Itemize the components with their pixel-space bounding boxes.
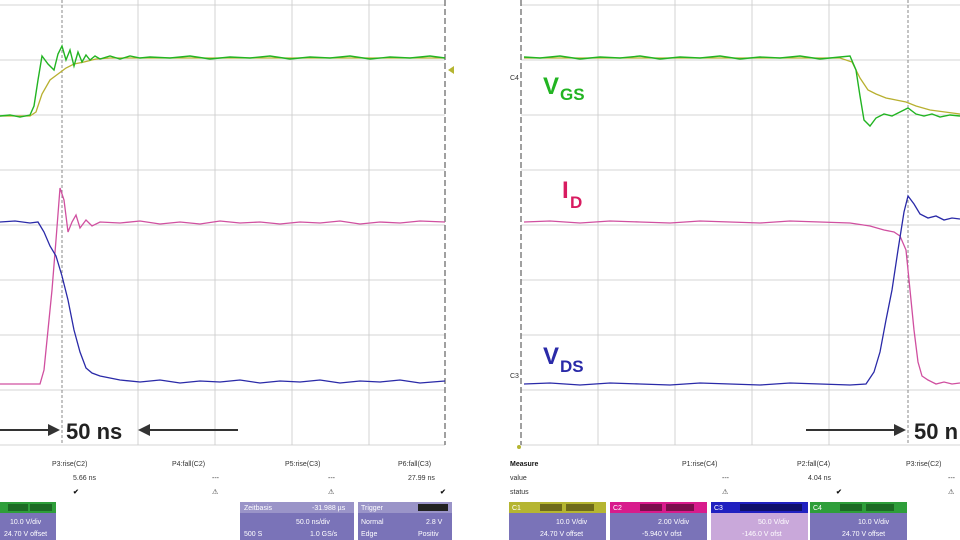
svg-text:C3: C3 <box>714 505 723 512</box>
left-channel-box[interactable]: 10.0 V/div 24.70 V offset <box>0 502 56 540</box>
svg-text:C2: C2 <box>613 505 622 512</box>
channel-line1: 2.00 V/div <box>658 519 690 526</box>
vds-label: V DS <box>543 343 584 376</box>
left-arrow-in-head <box>48 424 60 436</box>
right-param-value: 4.04 ns <box>808 475 831 482</box>
timebase-div: 50.0 ns/div <box>296 519 330 526</box>
id-label: I D <box>562 177 582 212</box>
check-icon: ✔ <box>440 489 446 496</box>
left-param-value: 5.66 ns <box>73 475 96 482</box>
right-vds-trace <box>523 194 960 386</box>
channel-box-c1[interactable]: C1 10.0 V/div 24.70 V offset <box>509 502 606 540</box>
left-param-name: P5:rise(C3) <box>285 461 320 468</box>
timebase-box[interactable]: Zeitbasis -31.988 µs 50.0 ns/div 500 S 1… <box>240 502 354 540</box>
right-param-name: P2:fall(C4) <box>797 461 830 468</box>
left-time-label: 50 ns <box>66 419 122 444</box>
right-id-trace <box>523 220 960 385</box>
right-arrow-in-head <box>894 424 906 436</box>
right-time-label: 50 n <box>914 419 958 444</box>
right-c1-trace <box>524 57 960 115</box>
svg-text:I: I <box>562 177 569 204</box>
left-param-name: P3:rise(C2) <box>52 461 87 468</box>
right-param-name: P3:rise(C2) <box>906 461 941 468</box>
channel-line2: -146.0 V ofst <box>742 531 782 538</box>
left-c1-trace <box>0 57 445 117</box>
left-param-name: P6:fall(C3) <box>398 461 431 468</box>
channel-box-c3[interactable]: C3 50.0 V/div -146.0 V ofst <box>711 502 808 540</box>
svg-text:C1: C1 <box>512 505 521 512</box>
trigger-mode: Normal <box>361 519 384 526</box>
svg-text:V: V <box>543 73 559 100</box>
channel-line2: 24.70 V offset <box>4 531 47 538</box>
timebase-delay: -31.988 µs <box>312 505 346 512</box>
channel-line2: -5.940 V ofst <box>642 531 682 538</box>
svg-text:GS: GS <box>560 85 585 104</box>
check-icon: ✔ <box>73 489 79 496</box>
channel-line2: 24.70 V offset <box>842 531 885 538</box>
left-param-value: --- <box>328 475 336 482</box>
trigger-title: Trigger <box>361 505 384 512</box>
left-measure-table: P3:rise(C2) 5.66 ns ✔ P4:fall(C2) --- ⚠ … <box>52 461 446 496</box>
measure-row-value: value <box>510 475 527 482</box>
trigger-level-marker <box>448 66 454 74</box>
measure-row-status: status <box>510 489 529 496</box>
warning-icon: ⚠ <box>722 488 728 496</box>
trigger-box[interactable]: Trigger Normal 2.8 V Edge Positiv <box>358 502 452 540</box>
channel-line2: 24.70 V offset <box>540 531 583 538</box>
channel-line1: 50.0 V/div <box>758 519 790 526</box>
trigger-type: Edge <box>361 531 377 538</box>
trigger-slope: Positiv <box>418 531 439 538</box>
left-id-trace <box>0 187 446 385</box>
c3-marker: C3 <box>510 373 519 380</box>
vgs-label: V GS <box>543 73 585 104</box>
right-param-name: P1:rise(C4) <box>682 461 717 468</box>
warning-icon: ⚠ <box>212 488 218 496</box>
channel-line1: 10.0 V/div <box>556 519 588 526</box>
svg-text:C4: C4 <box>813 505 822 512</box>
measure-title: Measure <box>510 461 539 468</box>
right-measure-table: Measure value status P1:rise(C4) --- ⚠ P… <box>510 461 956 496</box>
left-param-name: P4:fall(C2) <box>172 461 205 468</box>
right-origin-dot <box>517 445 521 449</box>
left-param-value: --- <box>212 475 220 482</box>
warning-icon: ⚠ <box>328 488 334 496</box>
right-vgs-trace <box>523 55 960 128</box>
right-param-value: --- <box>948 475 956 482</box>
left-vgs-trace <box>0 44 446 118</box>
timebase-title: Zeitbasis <box>244 505 273 512</box>
svg-text:D: D <box>570 193 582 212</box>
c4-marker: C4 <box>510 75 519 82</box>
right-param-value: --- <box>722 475 730 482</box>
left-param-value: 27.99 ns <box>408 475 435 482</box>
timebase-samples: 500 S <box>244 531 263 538</box>
left-vds-trace <box>0 220 446 384</box>
left-arrow-out-head <box>138 424 150 436</box>
warning-icon: ⚠ <box>948 488 954 496</box>
channel-line1: 10.0 V/div <box>858 519 890 526</box>
svg-text:V: V <box>543 343 559 370</box>
channel-box-c4[interactable]: C4 10.0 V/div 24.70 V offset <box>810 502 907 540</box>
channel-box-c2[interactable]: C2 2.00 V/div -5.940 V ofst <box>610 502 707 540</box>
check-icon: ✔ <box>836 489 842 496</box>
svg-text:DS: DS <box>560 357 584 376</box>
channel-line1: 10.0 V/div <box>10 519 42 526</box>
trigger-level: 2.8 V <box>426 519 443 526</box>
timebase-rate: 1.0 GS/s <box>310 531 338 538</box>
